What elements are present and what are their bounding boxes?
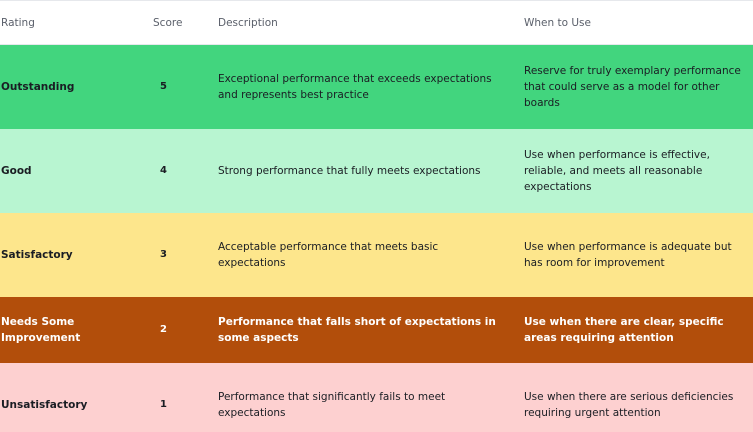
description-cell: Performance that falls short of expectat… <box>211 296 516 363</box>
description-cell: Strong performance that fully meets expe… <box>211 128 516 213</box>
table-header: Rating Score Description When to Use <box>0 0 753 45</box>
header-row: Rating Score Description When to Use <box>0 0 753 45</box>
table-row-unsatisfactory: Unsatisfactory 1 Performance that signif… <box>0 362 753 432</box>
rating-cell: Satisfactory <box>0 212 143 297</box>
rating-cell: Needs Some Improvement <box>0 296 143 363</box>
when-to-use-cell: Use when performance is adequate but has… <box>516 212 753 297</box>
table-row-outstanding: Outstanding 5 Exceptional performance th… <box>0 44 753 129</box>
score-cell: 1 <box>143 362 211 432</box>
score-cell: 5 <box>143 44 211 129</box>
table-row-satisfactory: Satisfactory 3 Acceptable performance th… <box>0 212 753 297</box>
score-cell: 4 <box>143 128 211 213</box>
rating-cell: Outstanding <box>0 44 143 129</box>
when-to-use-cell: Use when performance is effective, relia… <box>516 128 753 213</box>
rating-cell: Good <box>0 128 143 213</box>
header-rating: Rating <box>0 0 143 45</box>
description-cell: Acceptable performance that meets basic … <box>211 212 516 297</box>
table-body: Outstanding 5 Exceptional performance th… <box>0 44 753 432</box>
when-to-use-cell: Reserve for truly exemplary performance … <box>516 44 753 129</box>
table-row-good: Good 4 Strong performance that fully mee… <box>0 128 753 213</box>
when-to-use-cell: Use when there are serious deficiencies … <box>516 362 753 432</box>
when-to-use-cell: Use when there are clear, specific areas… <box>516 296 753 363</box>
score-cell: 2 <box>143 296 211 363</box>
rating-cell: Unsatisfactory <box>0 362 143 432</box>
description-cell: Exceptional performance that exceeds exp… <box>211 44 516 129</box>
score-cell: 3 <box>143 212 211 297</box>
header-description: Description <box>211 0 516 45</box>
header-score: Score <box>143 0 211 45</box>
header-when-to-use: When to Use <box>516 0 753 45</box>
table-row-needs-improvement: Needs Some Improvement 2 Performance tha… <box>0 296 753 363</box>
description-cell: Performance that significantly fails to … <box>211 362 516 432</box>
